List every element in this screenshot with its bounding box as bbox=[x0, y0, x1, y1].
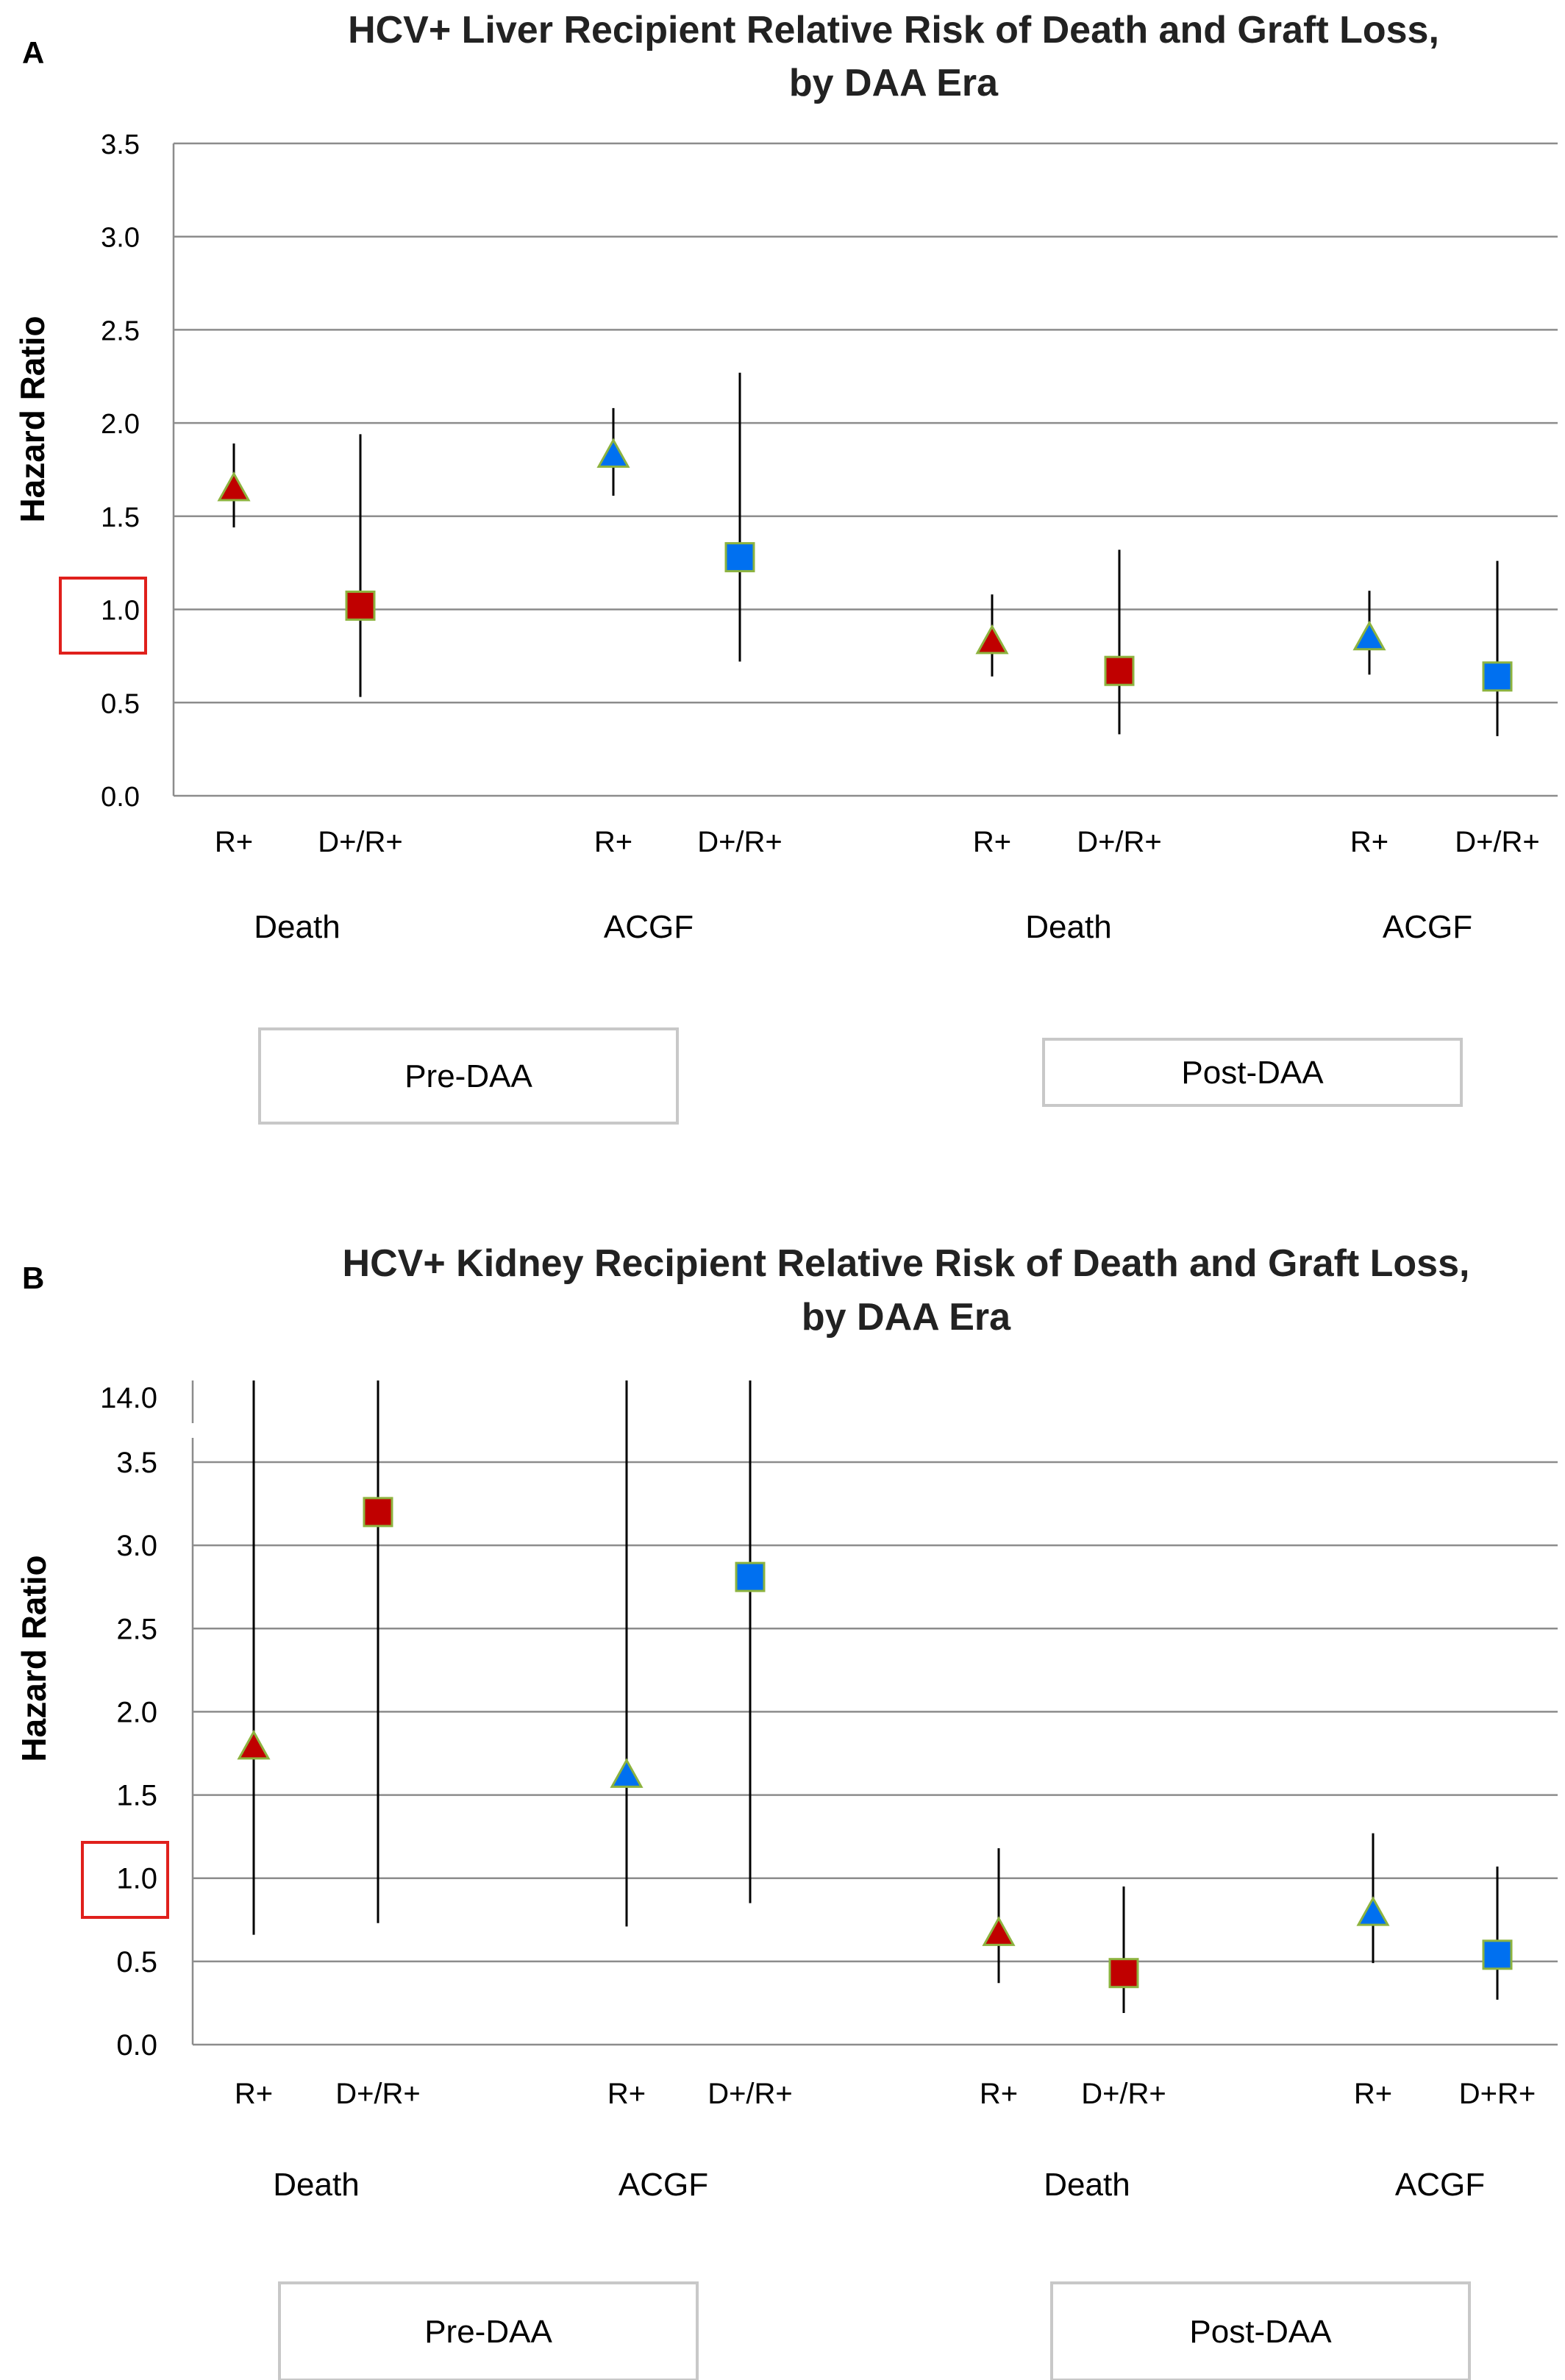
x-subcategory-label: D+/R+ bbox=[707, 2078, 793, 2110]
era-label: Post-DAA bbox=[1189, 2314, 1332, 2350]
reference-highlight-box bbox=[81, 1841, 169, 1919]
y-tick-label: 3.5 bbox=[116, 1447, 157, 1479]
y-axis-label: Hazard Ratio bbox=[15, 1555, 53, 1761]
x-outcome-label: ACGF bbox=[1383, 909, 1472, 945]
hazard-ratio-triangle-marker bbox=[975, 624, 1009, 655]
hazard-ratio-square-marker bbox=[1104, 655, 1135, 686]
era-label-box bbox=[278, 2281, 699, 2380]
hazard-ratio-square-marker bbox=[1108, 1958, 1139, 1989]
hazard-ratio-triangle-marker bbox=[610, 1758, 644, 1788]
x-outcome-label: Death bbox=[1025, 909, 1111, 945]
x-subcategory-label: D+/R+ bbox=[318, 826, 403, 858]
y-tick-label: 0.5 bbox=[101, 688, 140, 719]
y-tick-label: 0.0 bbox=[101, 782, 140, 813]
panel-label: B bbox=[22, 1261, 44, 1295]
hazard-ratio-square-marker bbox=[345, 591, 376, 621]
y-axis-label: Hazard Ratio bbox=[13, 316, 51, 522]
x-subcategory-label: R+ bbox=[215, 826, 253, 858]
hazard-ratio-square-marker bbox=[1482, 661, 1513, 692]
era-label-box bbox=[1042, 1038, 1463, 1107]
chart-title-line-2: by DAA Era bbox=[802, 1296, 1011, 1339]
hazard-ratio-square-marker bbox=[1482, 1939, 1513, 1970]
x-subcategory-label: D+R+ bbox=[1459, 2078, 1536, 2110]
x-subcategory-label: R+ bbox=[594, 826, 632, 858]
y-tick-label: 2.0 bbox=[116, 1696, 157, 1728]
x-outcome-label: Death bbox=[254, 909, 340, 945]
y-tick-label: 3.0 bbox=[116, 1530, 157, 1562]
x-subcategory-label: R+ bbox=[607, 2078, 646, 2110]
panel-label: A bbox=[22, 35, 44, 70]
chart-title: HCV+ Kidney Recipient Relative Risk of D… bbox=[343, 1242, 1470, 1285]
hazard-ratio-square-marker bbox=[363, 1497, 393, 1528]
x-subcategory-label: D+/R+ bbox=[1455, 826, 1540, 858]
x-outcome-label: ACGF bbox=[604, 909, 694, 945]
reference-highlight-box bbox=[59, 577, 147, 655]
y-tick-label-break: 14.0 bbox=[100, 1382, 157, 1414]
chart-panel-a: A HCV+ Liver Recipient Relative Risk of D… bbox=[13, 9, 1558, 1125]
x-subcategory-label: D+/R+ bbox=[1077, 826, 1162, 858]
x-subcategory-label: R+ bbox=[980, 2078, 1018, 2110]
y-tick-label: 0.0 bbox=[116, 2029, 157, 2062]
x-outcome-label: Death bbox=[273, 2167, 359, 2203]
x-subcategory-label: D+/R+ bbox=[335, 2078, 421, 2110]
era-label-box bbox=[258, 1027, 679, 1125]
chart-title: HCV+ Liver Recipient Relative Risk of De… bbox=[348, 9, 1439, 51]
y-tick-label: 3.5 bbox=[101, 129, 140, 160]
hazard-ratio-triangle-marker bbox=[237, 1729, 271, 1760]
era-label: Post-DAA bbox=[1181, 1055, 1324, 1091]
hazard-ratio-triangle-marker bbox=[982, 1916, 1016, 1946]
x-subcategory-label: R+ bbox=[235, 2078, 273, 2110]
x-outcome-label: ACGF bbox=[1395, 2167, 1485, 2203]
y-tick-label: 1.5 bbox=[116, 1780, 157, 1812]
y-tick-label: 1.0 bbox=[116, 1863, 157, 1895]
x-subcategory-label: R+ bbox=[1354, 2078, 1392, 2110]
x-outcome-label: ACGF bbox=[618, 2167, 708, 2203]
hazard-ratio-triangle-marker bbox=[1356, 1896, 1390, 1926]
y-tick-label: 0.5 bbox=[116, 1946, 157, 1978]
chart-title-line-2: by DAA Era bbox=[789, 62, 999, 104]
era-label-box bbox=[1050, 2281, 1471, 2380]
hazard-ratio-square-marker bbox=[735, 1561, 766, 1592]
y-tick-label: 1.0 bbox=[101, 596, 140, 627]
hazard-ratio-triangle-marker bbox=[217, 471, 251, 502]
chart-panel-b: B HCV+ Kidney Recipient Relative Risk of … bbox=[15, 1242, 1558, 2380]
era-label: Pre-DAA bbox=[424, 2314, 552, 2350]
hazard-ratio-triangle-marker bbox=[596, 438, 630, 468]
hazard-ratio-triangle-marker bbox=[1352, 620, 1386, 651]
y-tick-label: 2.0 bbox=[101, 409, 140, 440]
y-tick-label: 3.0 bbox=[101, 223, 140, 254]
x-subcategory-label: D+/R+ bbox=[697, 826, 782, 858]
hazard-ratio-square-marker bbox=[724, 542, 755, 573]
x-subcategory-label: R+ bbox=[1350, 826, 1388, 858]
x-outcome-label: Death bbox=[1044, 2167, 1130, 2203]
y-tick-label: 1.5 bbox=[101, 502, 140, 533]
y-tick-label: 2.5 bbox=[101, 316, 140, 346]
x-subcategory-label: R+ bbox=[973, 826, 1011, 858]
era-label: Pre-DAA bbox=[404, 1058, 532, 1094]
y-tick-label: 2.5 bbox=[116, 1613, 157, 1645]
x-subcategory-label: D+/R+ bbox=[1081, 2078, 1166, 2110]
